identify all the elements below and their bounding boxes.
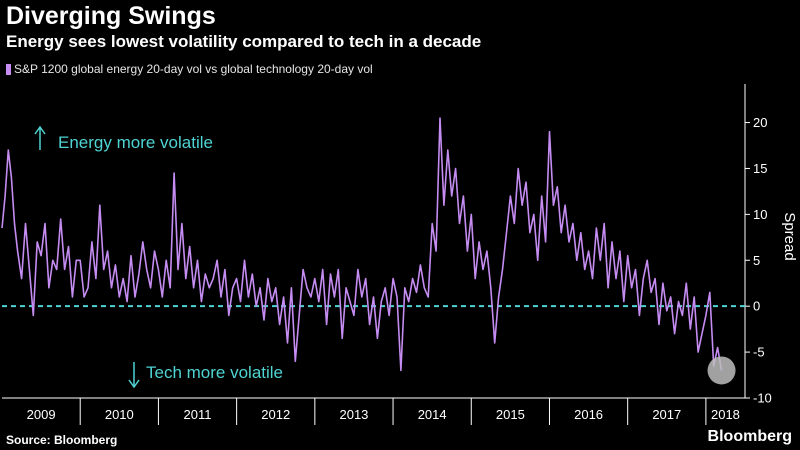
axis-layer [2,84,746,399]
chart-subtitle: Energy sees lowest volatility compared t… [6,32,482,51]
y-tick-label: -10 [753,391,772,406]
x-tick-label: 2014 [418,407,447,422]
legend-swatch [6,63,11,75]
y-tick-layer: -10 -5 0 5 10 15 20 [745,115,772,406]
y-tick-label: -5 [753,345,765,360]
chart-title: Diverging Swings [6,2,216,30]
annotation-energy-more-volatile: Energy more volatile [58,133,213,152]
y-tick-label: 20 [753,115,767,130]
x-tick-label: 2013 [339,407,368,422]
x-tick-label: 2018 [711,407,740,422]
x-tick-label: 2016 [574,407,603,422]
annotation-layer: Energy more volatile Tech more volatile [34,125,283,389]
x-tick-label: 2009 [27,407,56,422]
source-note: Source: Bloomberg [6,433,118,447]
y-tick-label: 15 [753,161,767,176]
y-tick-label: 5 [753,253,760,268]
x-tick-label: 2012 [261,407,290,422]
chart-legend: S&P 1200 global energy 20-day vol vs glo… [6,62,373,76]
down-arrow-head-icon [128,379,140,389]
x-tick-label: 2015 [496,407,525,422]
series-line [1,117,723,372]
x-tick-layer: 2009 2010 2011 2012 2013 2014 2015 2016 2017 2018 [27,398,740,425]
y-tick-label: 10 [753,207,767,222]
x-tick-label: 2017 [652,407,681,422]
y-tick-label: 0 [753,299,760,314]
x-tick-label: 2011 [184,407,212,422]
x-tick-label: 2010 [105,407,134,422]
y-axis-label: Spread [781,212,798,260]
up-arrow-head-icon [34,125,46,135]
annotation-tech-more-volatile: Tech more volatile [146,363,283,382]
brand-logo: Bloomberg [707,428,792,445]
legend-label: S&P 1200 global energy 20-day vol vs glo… [14,62,373,76]
highlight-circle [707,356,736,385]
